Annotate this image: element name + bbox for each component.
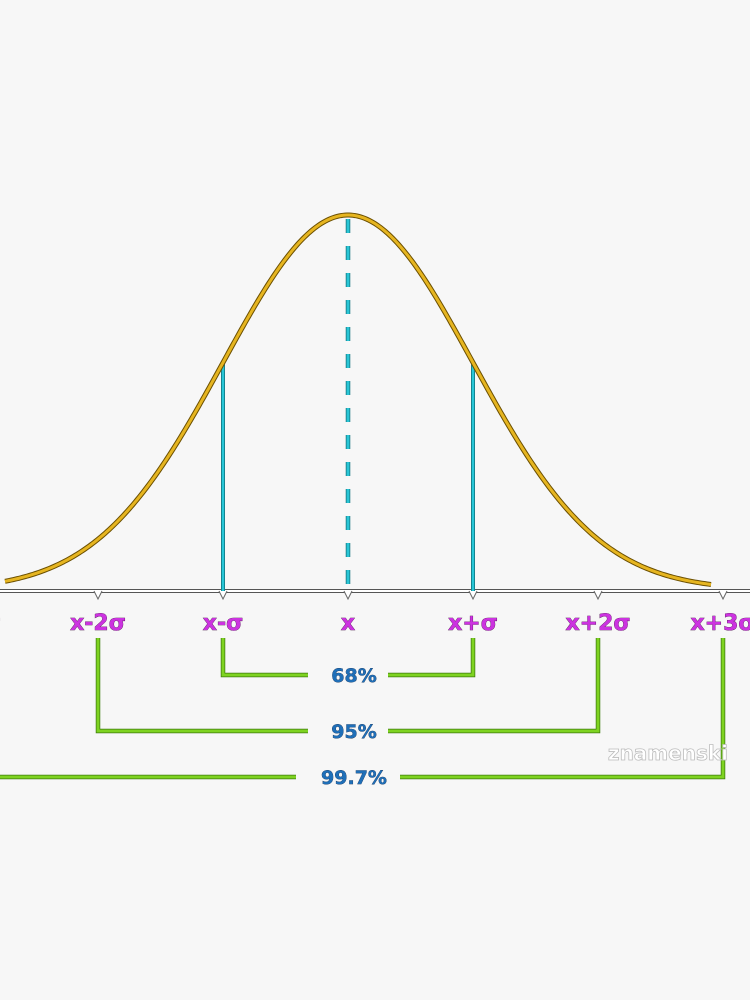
interval-label: 68% <box>331 665 376 687</box>
sigma-lines <box>221 219 475 591</box>
tick-label: x-σ <box>203 611 243 636</box>
axis-tick <box>593 590 603 601</box>
tick-label: x+σ <box>448 611 498 636</box>
tick-labels: x-3σ x-2σ x-σ x x+σ x+2σ x+3σ <box>0 611 750 637</box>
tick-label: x-3σ <box>0 611 1 636</box>
tick-label: x+2σ <box>565 611 630 636</box>
axis-tick <box>218 590 228 601</box>
interval-bracket <box>0 775 296 779</box>
axis-tick <box>718 590 728 601</box>
interval-bracket-outline <box>388 638 601 734</box>
bell-curve <box>4 213 712 586</box>
interval-bracket <box>221 638 308 677</box>
interval-bracket <box>400 638 725 779</box>
interval-bracket <box>388 638 475 677</box>
interval-bracket <box>388 638 600 733</box>
axis-tick <box>343 590 353 601</box>
interval-labels: 68% 95% 99.7% <box>321 665 387 790</box>
interval-label: 99.7% <box>321 767 387 789</box>
interval-bracket-outline <box>95 638 308 734</box>
interval-label: 95% <box>331 721 376 743</box>
interval-brackets <box>0 638 726 780</box>
watermark-text: znamenski <box>608 741 728 765</box>
interval-bracket-outline <box>220 638 308 678</box>
curve-group <box>4 212 712 587</box>
axis-tick <box>93 590 103 601</box>
interval-bracket <box>96 638 308 733</box>
axis-tick <box>468 590 478 601</box>
interval-bracket-outline <box>388 638 476 678</box>
tick-label: x <box>341 611 355 636</box>
tick-label: x-2σ <box>70 611 126 636</box>
axis-ticks <box>93 590 728 601</box>
tick-label: x+3σ <box>690 611 750 636</box>
interval-bracket-outline <box>0 774 296 780</box>
